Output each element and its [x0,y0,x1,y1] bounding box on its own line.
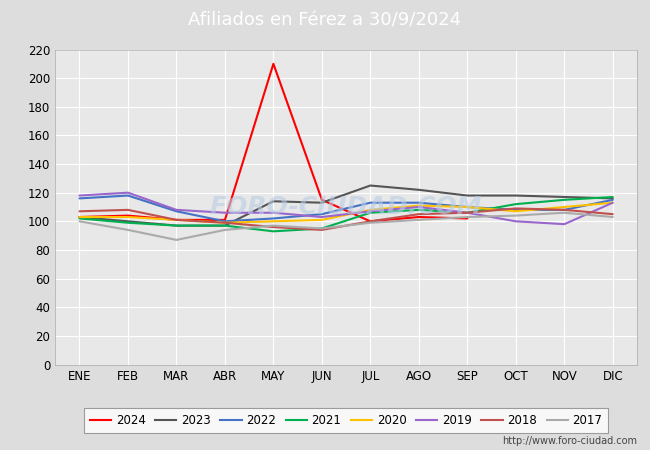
Text: FORO-CIUDAD.COM: FORO-CIUDAD.COM [210,195,482,219]
Text: Afiliados en Férez a 30/9/2024: Afiliados en Férez a 30/9/2024 [188,11,462,29]
Text: http://www.foro-ciudad.com: http://www.foro-ciudad.com [502,436,637,446]
Legend: 2024, 2023, 2022, 2021, 2020, 2019, 2018, 2017: 2024, 2023, 2022, 2021, 2020, 2019, 2018… [84,408,608,433]
